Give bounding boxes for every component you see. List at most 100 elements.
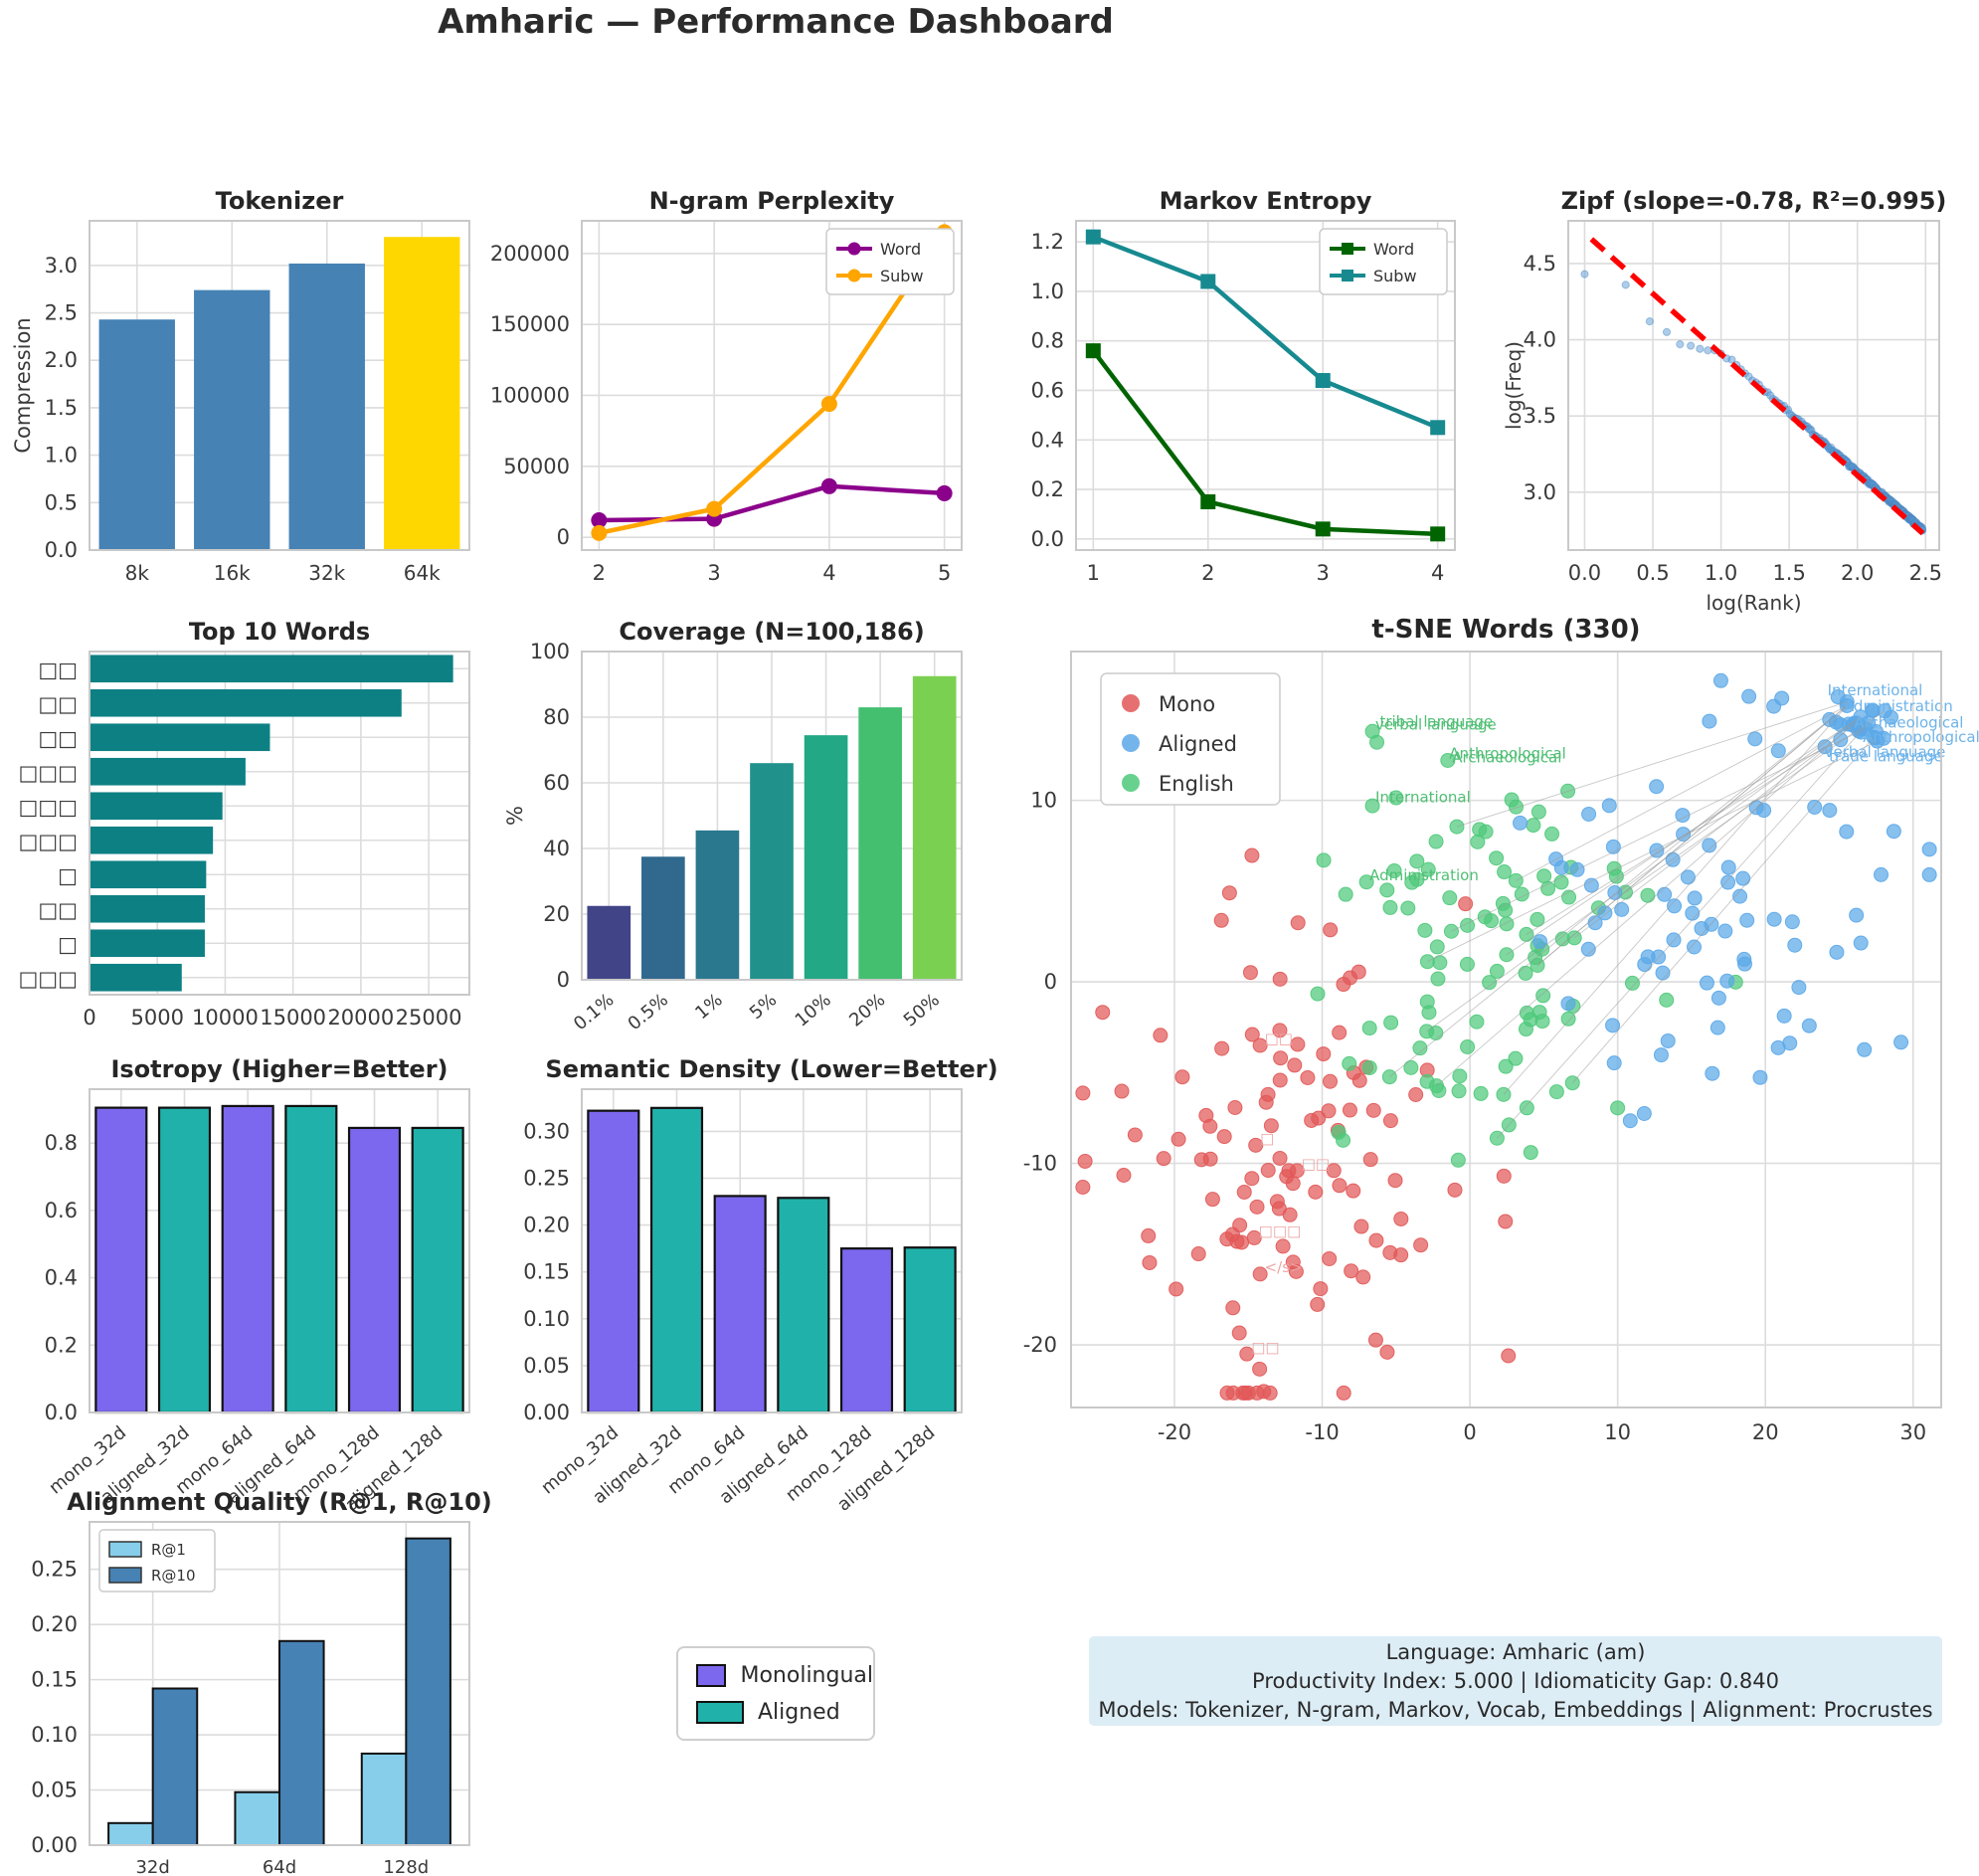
alignment-legend-swatch — [108, 1541, 142, 1558]
legend-item-aligned: Aligned — [696, 1700, 873, 1725]
tsne-point — [1447, 1182, 1463, 1198]
tsne-point — [1346, 1183, 1361, 1199]
ngram-ytick: 100000 — [490, 383, 570, 407]
tsne-legend-marker — [1122, 694, 1140, 712]
semdensity-ytick: 0.20 — [523, 1214, 570, 1237]
tsne-annotation: tribal language — [1379, 713, 1493, 731]
tokenizer-ytick: 1.0 — [45, 444, 78, 468]
topwords-xtick: 15000 — [260, 1006, 326, 1030]
tsne-point — [1252, 1266, 1268, 1282]
zipf-point — [1696, 344, 1705, 353]
tsne-point — [1239, 1346, 1255, 1362]
semdensity-bar-mono_128d — [839, 1247, 894, 1414]
tsne-point — [1717, 923, 1733, 939]
tsne-point — [1489, 850, 1505, 866]
tsne-connector — [1571, 736, 1875, 1083]
tsne-point — [1702, 838, 1717, 853]
tsne-point — [1807, 799, 1823, 815]
ngram-ytick: 0 — [557, 525, 570, 549]
markov-legend-marker — [1342, 270, 1353, 281]
alignment-bar-32d-R@1 — [107, 1821, 154, 1846]
tsne-point — [1400, 900, 1416, 916]
tsne-point — [1442, 890, 1458, 906]
alignment-ytick: 0.00 — [31, 1833, 78, 1857]
tsne-point — [1530, 804, 1546, 820]
aligned-swatch — [696, 1700, 744, 1724]
tsne-annotation: verbal language — [1375, 715, 1497, 733]
tsne-connector — [1436, 722, 1856, 1087]
topwords-ylabel-2: □□ — [38, 726, 78, 750]
tsne-point — [1428, 834, 1444, 849]
tsne-point — [1313, 1281, 1329, 1297]
isotropy-title: Isotropy (Higher=Better) — [110, 1055, 448, 1083]
info-line-language: Language: Amharic (am) — [1385, 1639, 1646, 1664]
tsne-point — [1409, 853, 1425, 869]
coverage-bar-5% — [750, 763, 794, 980]
tsne-point — [1624, 975, 1640, 991]
markov-marker-Word — [1430, 526, 1446, 542]
zipf-ytick: 3.5 — [1524, 404, 1556, 428]
tsne-point — [1622, 1113, 1638, 1129]
tokenizer-ytick: 2.5 — [45, 301, 78, 325]
tsne-point — [1246, 1229, 1262, 1245]
markov-ytick: 0.8 — [1031, 329, 1064, 353]
tsne-point — [1893, 1034, 1909, 1050]
ngram-legend-label: Word — [880, 240, 921, 259]
tsne-point — [1597, 905, 1613, 921]
markov-line-Subw — [1092, 235, 1439, 430]
tsne-annotation: International — [1828, 681, 1923, 699]
alignment-ytick: 0.25 — [31, 1558, 78, 1582]
tsne-point — [1498, 1214, 1514, 1229]
tsne-point — [1249, 1385, 1265, 1401]
topwords-bar-6 — [90, 860, 207, 889]
tsne-annotation: Archaeological — [1854, 714, 1963, 732]
tsne-point — [1637, 957, 1653, 973]
zipf-xtick: 0.5 — [1636, 561, 1669, 585]
coverage-bar-0.1% — [587, 905, 631, 980]
tsne-connector — [1526, 746, 1826, 935]
topwords-bar-0 — [90, 655, 453, 683]
plot-border — [1070, 651, 1942, 1408]
topwords-ylabel-6: □ — [58, 863, 78, 887]
semdensity-bar-mono_32d — [587, 1109, 640, 1414]
ngram-marker-Subw — [591, 524, 608, 541]
tsne-point — [1460, 1038, 1476, 1054]
tsne-legend-label: Mono — [1159, 692, 1215, 716]
tsne-xtick: -20 — [1158, 1420, 1191, 1444]
markov-xtick: 4 — [1431, 561, 1444, 585]
coverage-xtick: 5% — [746, 990, 781, 1024]
plot-border — [89, 220, 470, 551]
coverage-xtick: 0.1% — [570, 990, 619, 1034]
tsne-point — [1231, 1325, 1247, 1341]
tsne-point — [1509, 799, 1525, 815]
tsne-point — [1675, 808, 1691, 824]
tokenizer-ytick: 3.0 — [45, 254, 78, 278]
tsne-point — [1310, 1296, 1326, 1312]
markov-legend-label: Word — [1373, 240, 1414, 259]
tsne-point — [1636, 1106, 1652, 1122]
markov-ytick: 1.2 — [1031, 230, 1064, 254]
tokenizer-title: Tokenizer — [216, 187, 344, 215]
ngram-marker-Word — [820, 477, 837, 494]
tsne-point — [1077, 1153, 1093, 1169]
tsne-point — [1451, 1083, 1467, 1099]
tsne-point — [1921, 842, 1937, 857]
markov-marker-Word — [1200, 493, 1216, 509]
isotropy-bar-mono_128d — [347, 1126, 402, 1414]
tsne-point — [1336, 1132, 1351, 1148]
tsne-legend-marker — [1122, 774, 1140, 792]
alignment-bar-128d-R@1 — [360, 1752, 408, 1847]
tsne-point — [1202, 1118, 1218, 1134]
tsne-point — [1393, 1211, 1409, 1226]
tsne-point — [1532, 934, 1548, 950]
tsne-point — [1272, 971, 1288, 987]
tsne-point — [1534, 1014, 1550, 1030]
tsne-point — [1472, 822, 1488, 838]
tsne-point — [1336, 977, 1351, 993]
tsne-point — [1408, 1087, 1424, 1103]
coverage-ylabel: % — [503, 806, 527, 826]
zipf-point — [1687, 341, 1696, 350]
semdensity-bar-aligned_128d — [903, 1246, 957, 1414]
tsne-point — [1501, 1348, 1517, 1364]
tsne-legend-label: English — [1159, 772, 1234, 796]
